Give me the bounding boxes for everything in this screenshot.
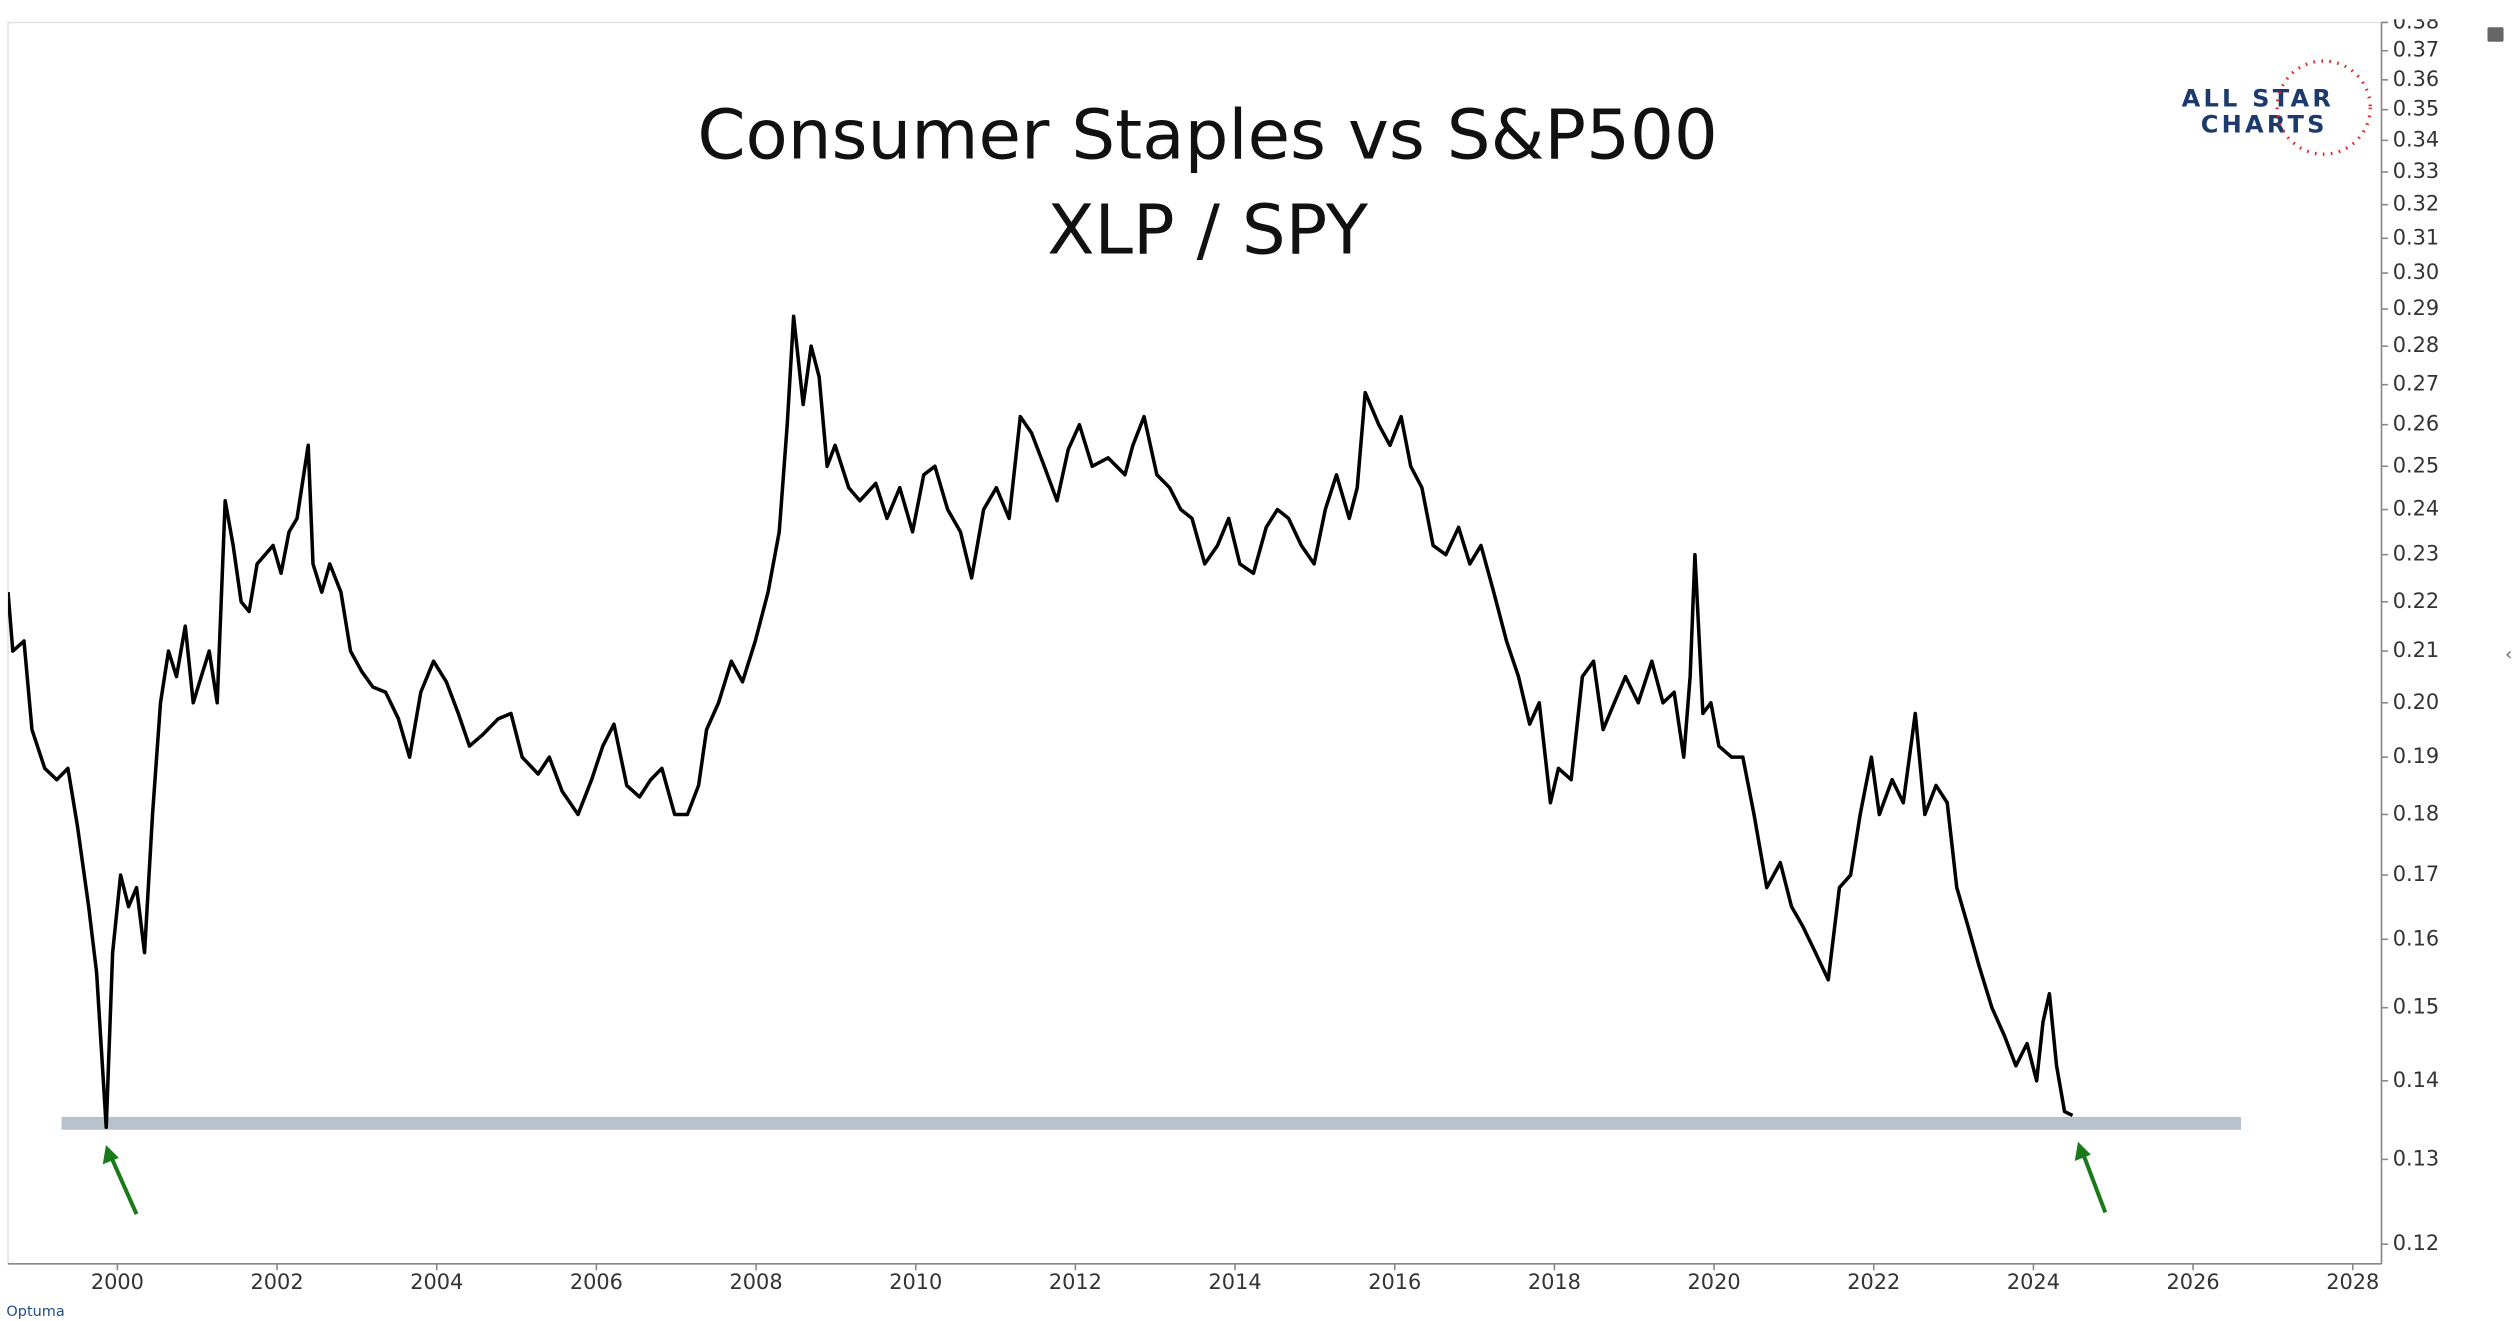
arrow-head [102,1144,119,1165]
collapse-chevron[interactable]: ‹ [2505,645,2512,665]
y-tick-label: 0.25 [2393,453,2439,477]
y-tick-label: 0.36 [2393,67,2439,91]
x-tick-label: 2020 [1688,1270,1741,1294]
y-tick-label: 0.27 [2393,372,2439,396]
arrow-shaft [2080,1152,2108,1214]
logo-text: CHARTS [2201,110,2328,138]
x-tick-label: 2010 [889,1270,942,1294]
y-tick-label: 0.31 [2393,225,2439,249]
x-tick-label: 2014 [1209,1270,1262,1294]
y-tick-label: 0.34 [2393,127,2439,151]
footer: Optuma [6,1304,64,1320]
y-tick-label: 0.24 [2393,497,2439,521]
y-tick-label: 0.22 [2393,589,2439,613]
y-tick-label: 0.28 [2393,333,2439,357]
x-tick-label: 2008 [730,1270,783,1294]
y-tick-label: 0.20 [2393,690,2439,714]
y-tick-label: 0.16 [2393,926,2439,950]
y-tick-label: 0.12 [2393,1231,2439,1255]
y-tick-label: 0.35 [2393,97,2439,121]
x-tick-label: 2012 [1049,1270,1102,1294]
arrow-head [2074,1141,2091,1162]
y-tick-label: 0.38 [2393,9,2439,33]
y-tick-label: 0.32 [2393,192,2439,216]
y-tick-label: 0.23 [2393,542,2439,566]
y-tick-label: 0.15 [2393,995,2439,1019]
arrow [2074,1141,2108,1214]
logo-ring [2275,59,2372,156]
x-tick-label: 2016 [1368,1270,1421,1294]
y-tick-label: 0.29 [2393,296,2439,320]
x-tick-label: 2022 [1847,1270,1900,1294]
logo-text: ALL STAR [2182,85,2334,113]
y-tick-label: 0.33 [2393,159,2439,183]
y-tick-label: 0.37 [2393,38,2439,62]
x-tick-label: 2024 [2007,1270,2060,1294]
y-tick-label: 0.18 [2393,801,2439,825]
arrow [102,1144,139,1215]
y-tick-label: 0.13 [2393,1146,2439,1170]
x-tick-label: 2006 [570,1270,623,1294]
arrow-shaft [108,1155,139,1215]
lock-icon[interactable] [2487,27,2504,42]
x-tick-label: 2018 [1528,1270,1581,1294]
y-tick-label: 0.30 [2393,260,2439,284]
x-tick-label: 2028 [2326,1270,2379,1294]
chart-title: Consumer Staples vs S&P500 [697,96,1718,176]
y-ticks: 0.12 0.13 0.14 0.15 0.16 0.17 0.18 0.19 0.20 0.21… [2381,9,2439,1255]
y-tick-label: 0.26 [2393,412,2439,436]
x-tick-label: 2026 [2167,1270,2220,1294]
x-tick-label: 2000 [91,1270,144,1294]
price-line [8,314,2074,1130]
y-tick-label: 0.19 [2393,744,2439,768]
chart-subtitle: XLP / SPY [1047,190,1369,270]
y-tick-label: 0.14 [2393,1068,2439,1092]
y-tick-label: 0.21 [2393,638,2439,662]
x-tick-label: 2002 [251,1270,304,1294]
x-tick-label: 2004 [410,1270,463,1294]
y-tick-label: 0.17 [2393,862,2439,886]
